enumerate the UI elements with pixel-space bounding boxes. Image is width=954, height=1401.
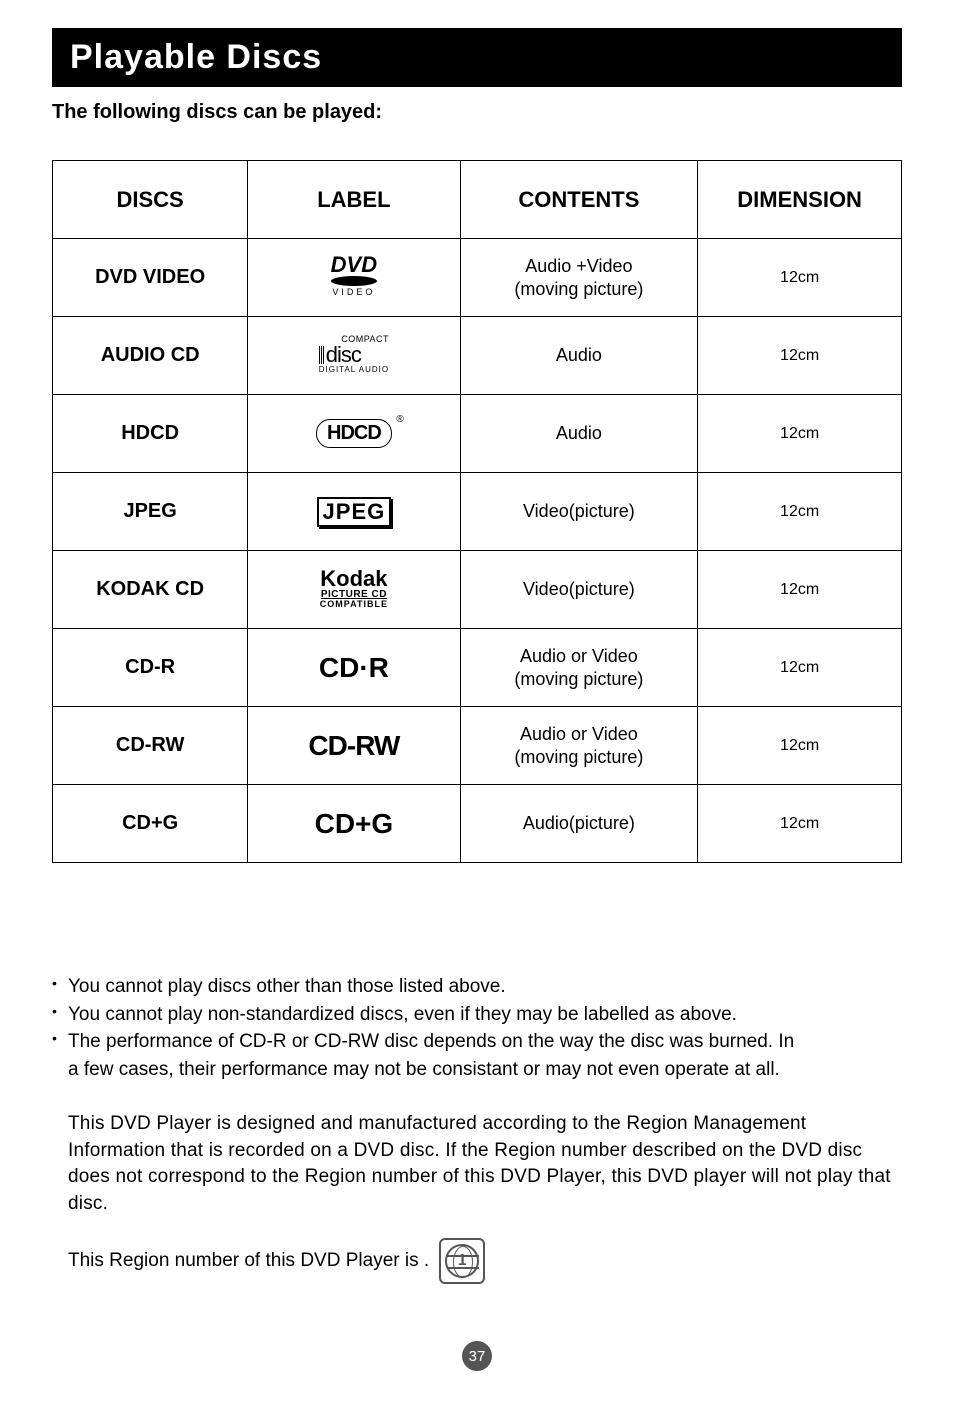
disc-name-cell: KODAK CD [53, 551, 248, 629]
region-info-paragraph: This DVD Player is designed and manufact… [52, 1111, 902, 1217]
table-row: CD-RW CD-RW Audio or Video(moving picture)… [53, 707, 902, 785]
col-dimension: DIMENSION [698, 161, 902, 239]
disc-label-cell: CD·R [248, 629, 460, 707]
disc-dimension-cell: 12cm [698, 473, 902, 551]
disc-name-cell: AUDIO CD [53, 317, 248, 395]
page-number-badge: 37 [462, 1341, 492, 1371]
disc-contents-cell: Video(picture) [460, 551, 698, 629]
cdg-logo-icon: CD+G [315, 808, 394, 839]
disc-contents-cell: Audio or Video(moving picture) [460, 629, 698, 707]
disc-name-cell: CD+G [53, 785, 248, 863]
compact-disc-logo-icon: COMPACT disc DIGITAL AUDIO [319, 335, 389, 374]
col-discs: DISCS [53, 161, 248, 239]
disc-name-cell: CD-RW [53, 707, 248, 785]
region-number-value: 1 [458, 1252, 467, 1270]
page-title-bar: Playable Discs [52, 28, 902, 87]
note-item: You cannot play discs other than those l… [52, 973, 902, 1001]
disc-contents-cell: Video(picture) [460, 473, 698, 551]
table-body: DVD VIDEO DVDVIDEO Audio +Video(moving p… [53, 239, 902, 863]
disc-label-cell: HDCD® [248, 395, 460, 473]
region-number-line: This Region number of this DVD Player is… [52, 1238, 902, 1284]
disc-dimension-cell: 12cm [698, 239, 902, 317]
disc-dimension-cell: 12cm [698, 551, 902, 629]
col-contents: CONTENTS [460, 161, 698, 239]
disc-label-cell: JPEG [248, 473, 460, 551]
disc-name-cell: CD-R [53, 629, 248, 707]
note-item: The performance of CD-R or CD-RW disc de… [52, 1028, 902, 1056]
disc-dimension-cell: 12cm [698, 629, 902, 707]
cdr-logo-icon: CD·R [319, 652, 389, 683]
note-item-continuation: a few cases, their performance may not b… [52, 1056, 902, 1084]
region-icon-box: 1 [439, 1238, 485, 1284]
table-row: CD-R CD·R Audio or Video(moving picture)12… [53, 629, 902, 707]
jpeg-logo-icon: JPEG [317, 497, 392, 527]
disc-name-cell: DVD VIDEO [53, 239, 248, 317]
col-label: LABEL [248, 161, 460, 239]
disc-label-cell: CD+G [248, 785, 460, 863]
disc-label-cell: CD-RW [248, 707, 460, 785]
table-row: CD+G CD+G Audio(picture)12cm [53, 785, 902, 863]
region-number-text: This Region number of this DVD Player is… [68, 1250, 429, 1272]
page-title: Playable Discs [70, 38, 322, 76]
disc-name-cell: HDCD [53, 395, 248, 473]
disc-label-cell: COMPACT disc DIGITAL AUDIO [248, 317, 460, 395]
disc-label-cell: Kodak PICTURE CD COMPATIBLE [248, 551, 460, 629]
disc-dimension-cell: 12cm [698, 317, 902, 395]
cdrw-logo-icon: CD-RW [308, 730, 399, 761]
notes-list: You cannot play discs other than those l… [52, 973, 902, 1083]
disc-contents-cell: Audio(picture) [460, 785, 698, 863]
disc-name-cell: JPEG [53, 473, 248, 551]
disc-dimension-cell: 12cm [698, 785, 902, 863]
disc-dimension-cell: 12cm [698, 395, 902, 473]
disc-table: DISCS LABEL CONTENTS DIMENSION DVD VIDEO… [52, 160, 902, 863]
subheading: The following discs can be played: [52, 101, 902, 124]
disc-dimension-cell: 12cm [698, 707, 902, 785]
table-row: KODAK CD Kodak PICTURE CD COMPATIBLE Vid… [53, 551, 902, 629]
hdcd-logo-icon: HDCD® [316, 419, 392, 448]
table-header-row: DISCS LABEL CONTENTS DIMENSION [53, 161, 902, 239]
kodak-logo-icon: Kodak PICTURE CD COMPATIBLE [320, 568, 388, 609]
disc-contents-cell: Audio or Video(moving picture) [460, 707, 698, 785]
table-row: DVD VIDEO DVDVIDEO Audio +Video(moving p… [53, 239, 902, 317]
table-row: HDCD HDCD® Audio12cm [53, 395, 902, 473]
note-item: You cannot play non-standardized discs, … [52, 1001, 902, 1029]
disc-label-cell: DVDVIDEO [248, 239, 460, 317]
disc-contents-cell: Audio [460, 395, 698, 473]
dvd-video-logo-icon: DVDVIDEO [331, 255, 377, 297]
disc-contents-cell: Audio [460, 317, 698, 395]
disc-contents-cell: Audio +Video(moving picture) [460, 239, 698, 317]
table-row: AUDIO CD COMPACT disc DIGITAL AUDIO Audi… [53, 317, 902, 395]
table-row: JPEG JPEG Video(picture)12cm [53, 473, 902, 551]
page-number: 37 [469, 1348, 486, 1365]
globe-region-icon: 1 [445, 1244, 479, 1278]
